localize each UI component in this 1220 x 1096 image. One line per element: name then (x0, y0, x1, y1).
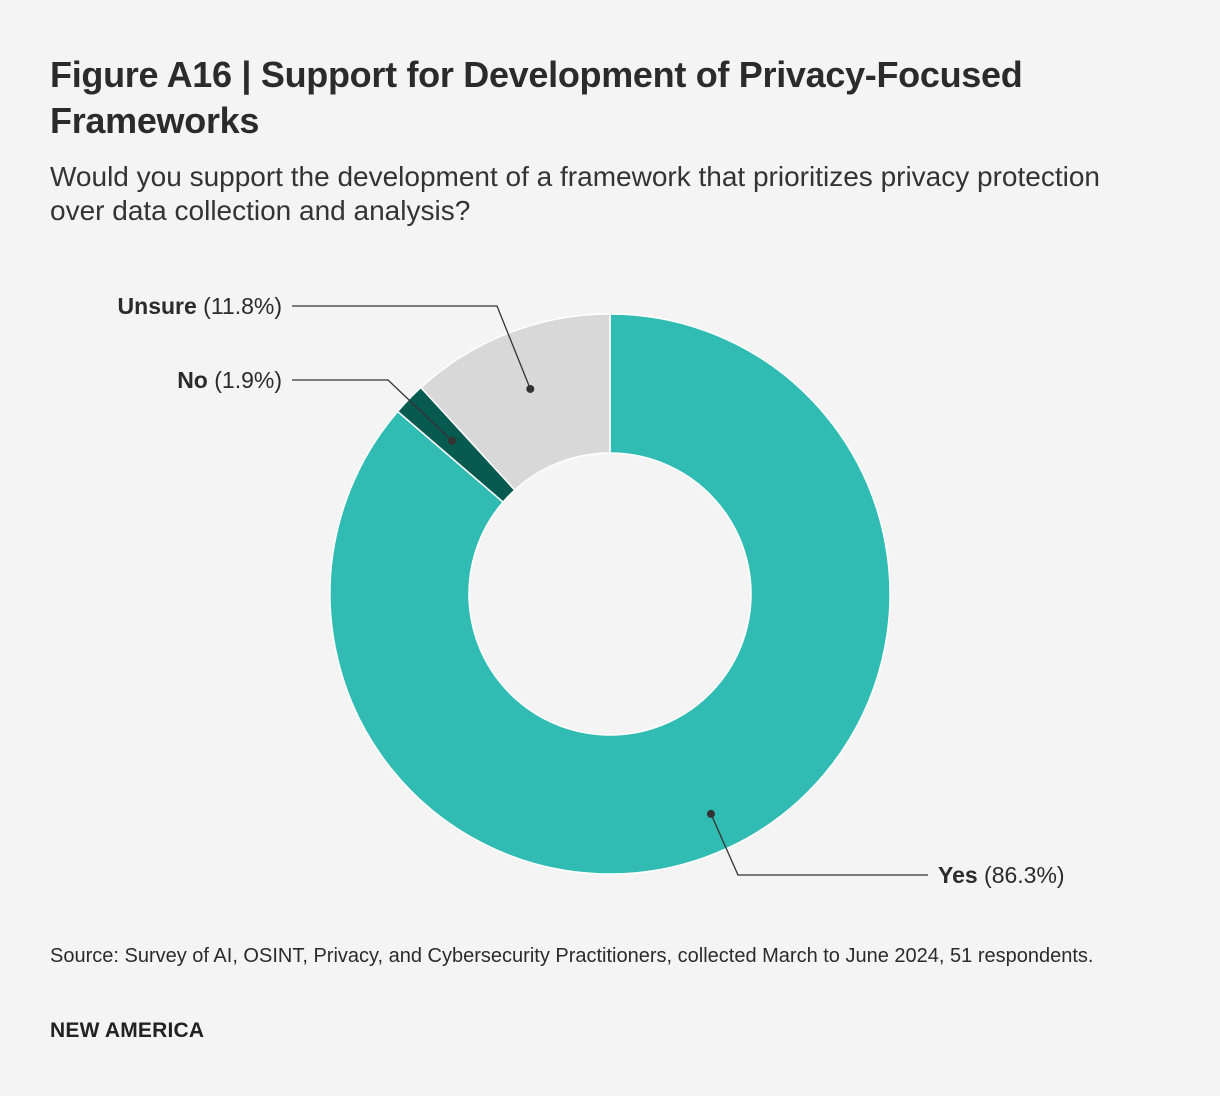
leader-dot-yes (706, 809, 715, 818)
chart-title: Figure A16 | Support for Development of … (50, 54, 1023, 141)
brand-logo-text: NEW AMERICA (50, 1019, 205, 1042)
leader-lines (292, 305, 928, 876)
slice-label-name-no: No (177, 367, 208, 393)
donut-slices (329, 313, 891, 875)
leader-dot-unsure (526, 384, 535, 393)
leader-dot-no (448, 436, 457, 445)
slice-unsure (419, 313, 611, 492)
leader-line-unsure (292, 305, 531, 390)
slice-label-value-no: (1.9%) (208, 367, 282, 393)
chart-subtitle: Would you support the development of a f… (50, 161, 1100, 226)
leader-line-yes (710, 813, 928, 876)
source-note: Source: Survey of AI, OSINT, Privacy, an… (50, 945, 1094, 967)
slice-label-unsure: Unsure (11.8%) (118, 293, 282, 319)
slice-label-value-yes: (86.3%) (978, 862, 1065, 888)
slice-labels: Yes (86.3%) No (1.9%) Unsure (11.8%) (118, 293, 1065, 888)
slice-label-no: No (1.9%) (177, 367, 282, 393)
slice-label-name-unsure: Unsure (118, 293, 197, 319)
slice-label-yes: Yes (86.3%) (938, 862, 1065, 888)
slice-yes (329, 313, 891, 875)
leader-line-no (292, 379, 453, 442)
slice-label-value-unsure: (11.8%) (197, 293, 282, 319)
slice-label-name-yes: Yes (938, 862, 978, 888)
